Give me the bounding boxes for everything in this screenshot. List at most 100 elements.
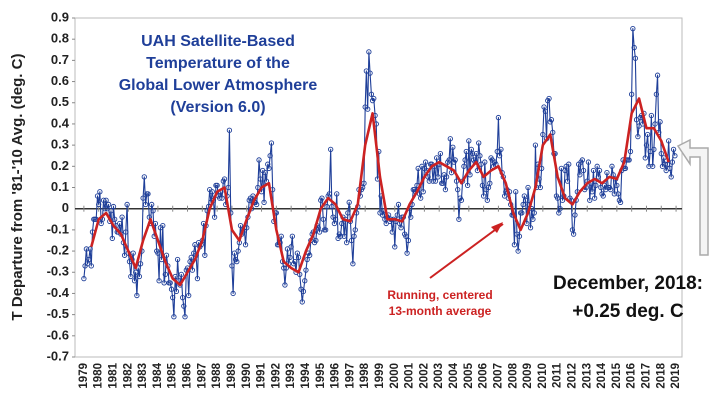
monthly-point: [627, 148, 634, 155]
monthly-point: [329, 203, 335, 210]
x-tick-label: 1989: [226, 363, 238, 389]
monthly-point: [256, 157, 262, 163]
monthly-point: [442, 186, 449, 193]
monthly-point: [631, 45, 637, 51]
monthly-point: [257, 176, 264, 182]
monthly-point: [577, 172, 583, 178]
monthly-point: [96, 201, 102, 208]
monthly-point: [525, 184, 531, 191]
monthly-point: [592, 195, 598, 201]
monthly-point: [365, 106, 371, 112]
monthly-point: [657, 119, 663, 125]
monthly-point: [156, 278, 162, 284]
monthly-point: [456, 216, 462, 222]
monthly-point: [395, 201, 402, 208]
monthly-point: [328, 146, 334, 153]
monthly-point: [288, 244, 294, 250]
monthly-point: [484, 197, 490, 203]
monthly-point: [611, 191, 617, 197]
x-tick-label: 1987: [196, 363, 208, 389]
monthly-point: [316, 229, 323, 235]
x-tick-label: 1995: [315, 362, 327, 388]
monthly-point: [137, 261, 144, 267]
monthly-point: [142, 201, 149, 208]
monthly-point: [209, 189, 215, 195]
monthly-point: [392, 244, 398, 250]
monthly-point: [173, 288, 180, 294]
monthly-point: [262, 170, 268, 176]
y-tick-label: 0.9: [51, 9, 69, 24]
x-tick-label: 2013: [581, 363, 593, 389]
monthly-point: [403, 233, 409, 239]
monthly-point: [614, 182, 620, 189]
monthly-point: [194, 275, 201, 282]
x-tick-label: 2007: [492, 363, 504, 389]
monthly-point: [511, 242, 518, 248]
monthly-point: [476, 140, 482, 146]
x-tick-label: 2006: [478, 363, 490, 389]
running-average-line: [90, 97, 670, 287]
monthly-point: [254, 201, 260, 208]
monthly-point: [225, 184, 231, 191]
monthly-point: [367, 70, 373, 76]
x-tick-label: 1998: [359, 362, 371, 388]
monthly-point: [162, 271, 168, 278]
monthly-point: [171, 314, 177, 320]
x-tick-label: 1979: [78, 363, 90, 389]
monthly-point: [450, 144, 456, 150]
monthly-point: [179, 295, 186, 301]
monthly-point: [229, 263, 235, 269]
monthly-point: [289, 233, 295, 239]
monthly-point: [650, 163, 656, 169]
monthly-point: [181, 303, 187, 309]
monthly-point: [182, 314, 188, 320]
monthly-point: [361, 180, 367, 186]
x-tick-label: 1994: [300, 362, 312, 388]
x-tick-label: 1986: [182, 363, 194, 389]
monthly-point: [519, 210, 525, 216]
monthly-point: [100, 197, 107, 203]
title-line: Global Lower Atmosphere: [119, 77, 318, 94]
monthly-point: [615, 191, 621, 197]
monthly-point: [670, 146, 677, 153]
x-tick-label: 1988: [211, 362, 223, 388]
monthly-point: [672, 153, 678, 159]
y-tick-label: -0.5: [47, 306, 69, 321]
y-tick-label: 0.2: [51, 158, 69, 173]
y-tick-label: -0.3: [47, 264, 69, 279]
monthly-point: [652, 121, 658, 127]
monthly-point: [477, 153, 483, 159]
monthly-point: [600, 193, 606, 199]
monthly-point: [81, 275, 87, 282]
monthly-point: [186, 292, 192, 299]
monthly-point: [579, 157, 586, 163]
y-tick-label: 0.7: [51, 52, 69, 67]
monthly-point: [520, 201, 526, 208]
monthly-point: [332, 216, 339, 222]
y-tick-label: -0.7: [47, 348, 69, 363]
monthly-point: [389, 229, 395, 235]
monthly-point: [609, 163, 615, 169]
monthly-point: [557, 206, 563, 212]
monthly-point: [371, 95, 377, 102]
monthly-point: [130, 250, 136, 256]
monthly-point: [161, 280, 167, 286]
monthly-point: [324, 203, 330, 210]
monthly-point: [221, 176, 228, 182]
title-line: (Version 6.0): [170, 99, 265, 116]
monthly-point: [168, 286, 175, 292]
monthly-point: [572, 212, 578, 218]
monthly-point: [495, 114, 502, 121]
x-tick-label: 1984: [152, 362, 164, 388]
monthly-point: [303, 267, 309, 273]
monthly-point: [103, 197, 109, 203]
monthly-point: [443, 174, 450, 180]
monthly-point: [487, 180, 493, 186]
monthly-point: [593, 182, 599, 189]
monthly-point: [319, 195, 325, 201]
x-tick-label: 1990: [241, 363, 253, 389]
monthly-point: [482, 159, 488, 165]
monthly-point: [87, 246, 93, 252]
monthly-point: [281, 265, 287, 271]
x-tick-label: 1996: [330, 363, 342, 389]
